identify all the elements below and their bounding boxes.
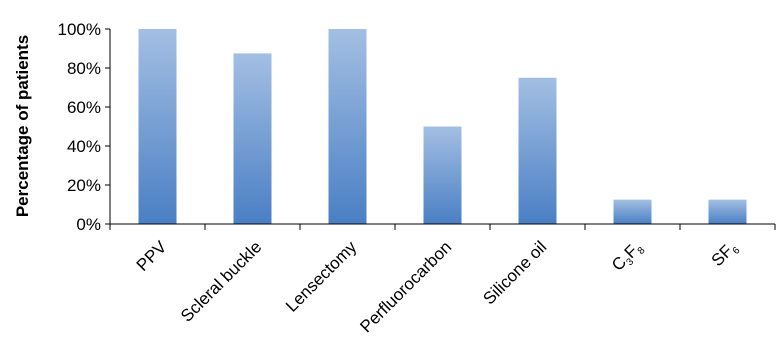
- y-tick-label: 100%: [58, 20, 101, 39]
- y-tick-label: 80%: [67, 59, 101, 78]
- x-category-label: SF6: [708, 237, 743, 272]
- y-tick-label: 60%: [67, 98, 101, 117]
- bar: [423, 126, 462, 224]
- bars: [138, 29, 747, 224]
- bar: [613, 199, 652, 224]
- bar: [518, 77, 557, 224]
- bar: [708, 199, 747, 224]
- x-axis-labels: PPV Scleral buckle LensectomyPerfluorocarb…: [133, 237, 743, 336]
- x-category-label: Lensectomy: [282, 237, 361, 316]
- x-category-label: Silicone oil: [479, 237, 550, 308]
- x-category-label: Scleral buckle: [177, 237, 265, 325]
- x-axis-ticks: [109, 224, 776, 230]
- x-category-label: C3F8: [608, 237, 648, 277]
- bar: [138, 29, 177, 224]
- x-category-label: PPV: [133, 237, 171, 275]
- bar: [233, 53, 272, 224]
- y-tick-label: 0%: [76, 215, 101, 234]
- y-axis-ticks: 0% 20% 40% 60% 80% 100%: [58, 20, 110, 234]
- bar: [328, 29, 367, 224]
- y-tick-label: 20%: [67, 176, 101, 195]
- x-category-label: Perfluorocarbon: [356, 237, 455, 336]
- y-axis-title: Percentage of patients: [13, 35, 32, 217]
- y-tick-label: 40%: [67, 137, 101, 156]
